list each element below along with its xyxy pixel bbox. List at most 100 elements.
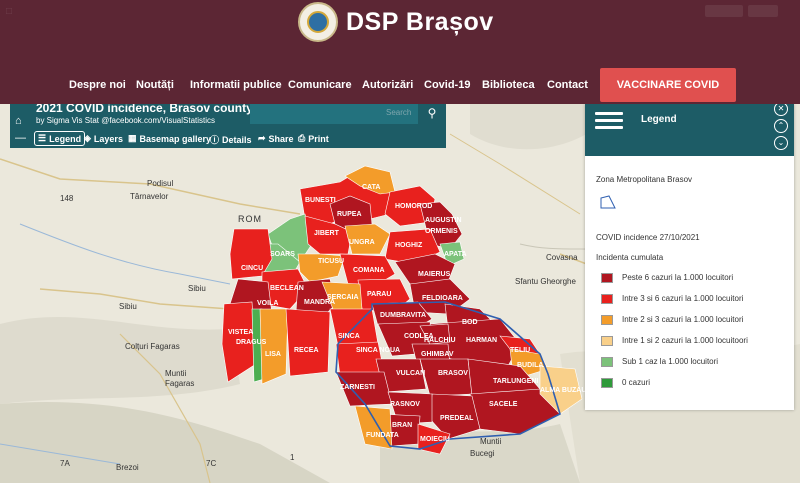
share-tool-label: Share: [268, 133, 294, 144]
county-label: HALCHIU: [424, 337, 456, 344]
county-label: SERCAIA: [327, 294, 359, 301]
county-label: JIBERT: [314, 230, 340, 237]
county-label: CINCU: [241, 265, 263, 272]
county-label: DUMBRAVITA: [380, 312, 426, 319]
legend-class-label: 0 cazuri: [622, 378, 651, 387]
chevron-up-icon[interactable]: ⌃: [774, 119, 788, 133]
county-label: MANDRA: [304, 299, 335, 306]
county-label: MAIERUS: [418, 271, 451, 278]
county-label: SINCA NOUA: [356, 347, 400, 354]
map-subtitle: by Sigma Vis Stat @facebook.com/VisualSt…: [36, 116, 216, 125]
map-nav-toolbar: ⌂ —: [10, 104, 32, 148]
top-right-link-2[interactable]: [748, 5, 778, 17]
place-label: ROM: [238, 214, 262, 224]
county-label: LISA: [265, 351, 281, 358]
share-tool-button[interactable]: ➦ Share: [258, 133, 294, 144]
nav-biblioteca[interactable]: Biblioteca: [482, 79, 535, 91]
county-label: UNGRA: [349, 239, 375, 246]
legend-title: Legend: [641, 114, 677, 125]
county-label: TARLUNGENI: [493, 378, 538, 385]
list-icon: ☰: [38, 133, 47, 143]
county-label: HOGHIZ: [395, 242, 423, 249]
grid-icon: ▦: [128, 133, 137, 143]
county-label: DRAGUS: [236, 339, 267, 346]
main-nav: Despre noi Noutăți Informatii publice Co…: [0, 68, 800, 104]
nav-informatii-publice[interactable]: Informatii publice: [190, 79, 282, 91]
county-label: BUDILA: [517, 362, 543, 369]
list-icon: [595, 108, 623, 134]
county-label: FELDIOARA: [422, 295, 463, 302]
zoom-out-icon[interactable]: —: [15, 132, 26, 144]
map-viewer[interactable]: CATA BUNESTI RUPEA HOMOROD AUGUSTIN ORME…: [0, 104, 800, 483]
legend-layer-covid: COVID incidence 27/10/2021: [596, 233, 700, 242]
legend-swatch: [601, 378, 613, 388]
county-label: CODLEA: [404, 333, 434, 340]
print-tool-button[interactable]: ⎙ Print: [298, 133, 329, 144]
county-label: HARMAN: [466, 337, 497, 344]
county-label: RUPEA: [337, 211, 362, 218]
county-label: AUGUSTIN: [425, 217, 462, 224]
county-label: ORMENIS: [425, 228, 458, 235]
county-label: TICUSU: [318, 258, 344, 265]
search-input[interactable]: Search: [250, 104, 418, 124]
nav-comunicare[interactable]: Comunicare: [288, 79, 352, 91]
legend-class-label: Peste 6 cazuri la 1.000 locuitori: [622, 273, 734, 282]
place-label: Muntii: [480, 437, 502, 446]
county-label: FUNDATA: [366, 432, 399, 439]
place-label: 7A: [60, 459, 70, 468]
search-button[interactable]: ⚲: [418, 104, 446, 124]
legend-swatch: [601, 315, 613, 325]
county-label: BRAN: [392, 422, 412, 429]
county-label: CATA: [362, 184, 380, 191]
top-right-link[interactable]: [705, 5, 743, 17]
county-label: PREDEAL: [440, 415, 474, 422]
legend-class-label: Intre 3 si 6 cazuri la 1.000 locuitori: [622, 294, 744, 303]
vaccinare-covid-button[interactable]: VACCINARE COVID: [600, 68, 736, 102]
county-label: VOILA: [257, 300, 278, 307]
county-label: PARAU: [367, 291, 391, 298]
place-label: Sibiu: [188, 284, 206, 293]
county-label: BECLEAN: [270, 285, 304, 292]
legend-header: Legend ✕ ⌃ ⌄: [585, 104, 794, 156]
place-label: Târnavelor: [130, 192, 169, 201]
map-title-bar: 2021 COVID incidence, Brasov county by S…: [32, 104, 446, 148]
legend-swatch: [601, 336, 613, 346]
nav-autorizari[interactable]: Autorizări: [362, 79, 414, 91]
county-label: SACELE: [489, 401, 518, 408]
print-tool-label: Print: [308, 133, 329, 144]
legend-class-label: Intre 1 si 2 cazuri la 1.000 locuitoori: [622, 336, 748, 345]
place-label: Bucegi: [470, 449, 495, 458]
county-label: APATA: [444, 251, 467, 258]
place-label: Sfantu Gheorghe: [515, 277, 576, 286]
legend-class-label: Sub 1 caz la 1.000 locuitori: [622, 357, 719, 366]
nav-covid-19[interactable]: Covid-19: [424, 79, 471, 91]
county-label: HOMOROD: [395, 203, 432, 210]
place-label: 1: [290, 453, 295, 462]
nav-noutati[interactable]: Noutăți: [136, 79, 174, 91]
metro-zone-outline: [335, 301, 561, 450]
nav-despre-noi[interactable]: Despre noi: [69, 79, 126, 91]
legend-swatch: [601, 357, 613, 367]
county-label: GHIMBAV: [421, 351, 454, 358]
county-label: ALMA BUZAU: [540, 387, 586, 394]
county-label: BRASOV: [438, 370, 468, 377]
site-header: □ DSP Brașov Despre noi Noutăți Informat…: [0, 0, 800, 104]
place-label: 7C: [206, 459, 216, 468]
legend-tool-button[interactable]: ☰ Legend: [34, 131, 86, 146]
map-title: 2021 COVID incidence, Brasov county: [36, 104, 253, 115]
layers-icon: ◈: [84, 133, 91, 143]
nav-contact[interactable]: Contact: [547, 79, 588, 91]
site-logo[interactable]: DSP Brașov: [298, 2, 494, 42]
details-tool-button[interactable]: ⓘ Details: [210, 133, 252, 146]
chevron-down-icon[interactable]: ⌄: [774, 136, 788, 150]
home-icon[interactable]: ⌂: [15, 115, 22, 127]
place-label: 148: [60, 194, 74, 203]
place-label: Covasna: [546, 253, 578, 262]
basemap-tool-label: Basemap gallery: [139, 133, 212, 144]
legend-tool-label: Legend: [49, 133, 82, 144]
close-icon[interactable]: ✕: [774, 104, 788, 116]
site-title: DSP Brașov: [346, 7, 494, 36]
info-icon: ⓘ: [210, 135, 220, 145]
basemap-gallery-button[interactable]: ▦ Basemap gallery: [128, 133, 211, 144]
layers-tool-button[interactable]: ◈ Layers: [84, 133, 123, 144]
